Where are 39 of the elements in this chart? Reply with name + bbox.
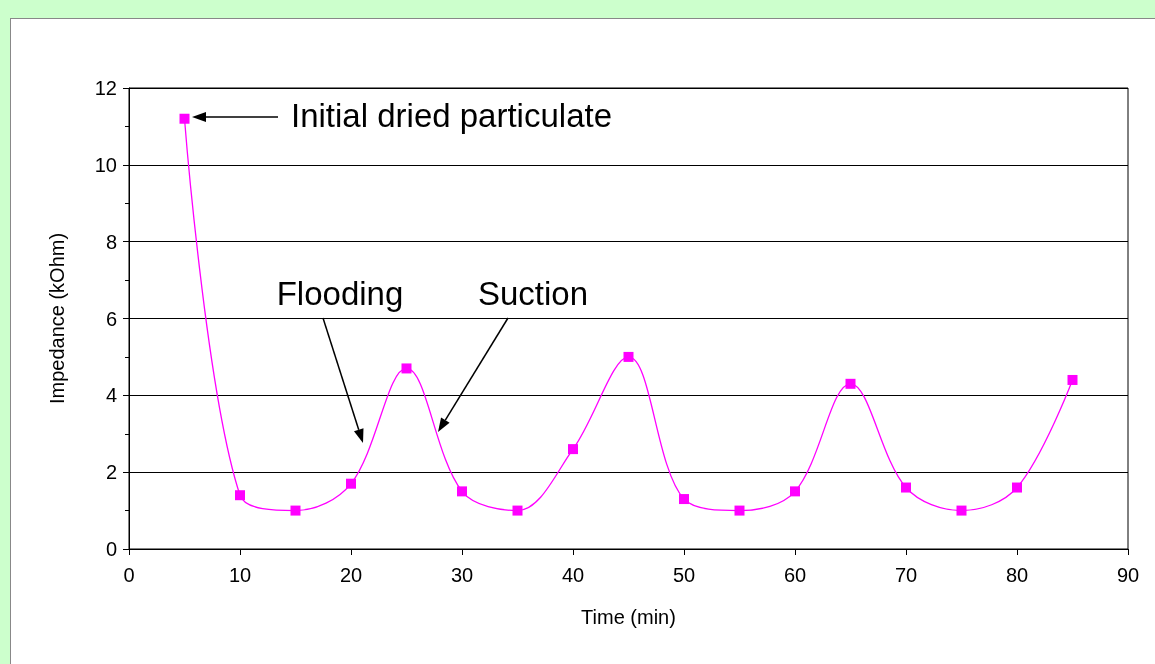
x-tick-label: 90 (1116, 564, 1140, 586)
x-tick-label: 10 (228, 564, 252, 586)
y-tick-label: 8 (105, 230, 117, 253)
point (956, 505, 967, 516)
annotation: Initial dried particulate (291, 96, 613, 134)
annotation: Suction (477, 274, 589, 312)
point (734, 505, 745, 516)
y-tick-label: 0 (105, 538, 117, 560)
x-tick-label: 50 (672, 564, 696, 586)
point (568, 444, 578, 455)
point (1012, 482, 1022, 493)
x-tick-label: 40 (561, 564, 585, 586)
point (901, 482, 911, 493)
x-tick-label: 20 (339, 564, 363, 586)
y-tick-label: 4 (105, 384, 117, 407)
x-axis-title: Time (min) (581, 606, 676, 628)
x-tick-label: 30 (450, 564, 474, 586)
point (179, 113, 190, 124)
point (512, 505, 523, 516)
x-tick-label: 0 (123, 564, 135, 586)
y-tick-label: 12 (94, 77, 117, 99)
y-tick-label: 6 (105, 307, 117, 330)
point (235, 490, 245, 501)
point (790, 486, 800, 497)
x-tick-label: 80 (1005, 564, 1029, 586)
point (290, 505, 301, 516)
point (346, 478, 356, 489)
x-tick-label: 60 (783, 564, 807, 586)
point (1067, 374, 1078, 385)
annotation: Flooding (276, 274, 404, 312)
point (845, 378, 856, 389)
point (457, 486, 467, 497)
y-tick-label: 10 (94, 153, 117, 176)
y-tick-label: 2 (105, 461, 117, 484)
point (401, 363, 412, 374)
point (623, 351, 634, 362)
y-axis-title: Impedance (kOhm) (46, 232, 68, 405)
point (679, 494, 689, 505)
x-tick-label: 70 (894, 564, 918, 586)
